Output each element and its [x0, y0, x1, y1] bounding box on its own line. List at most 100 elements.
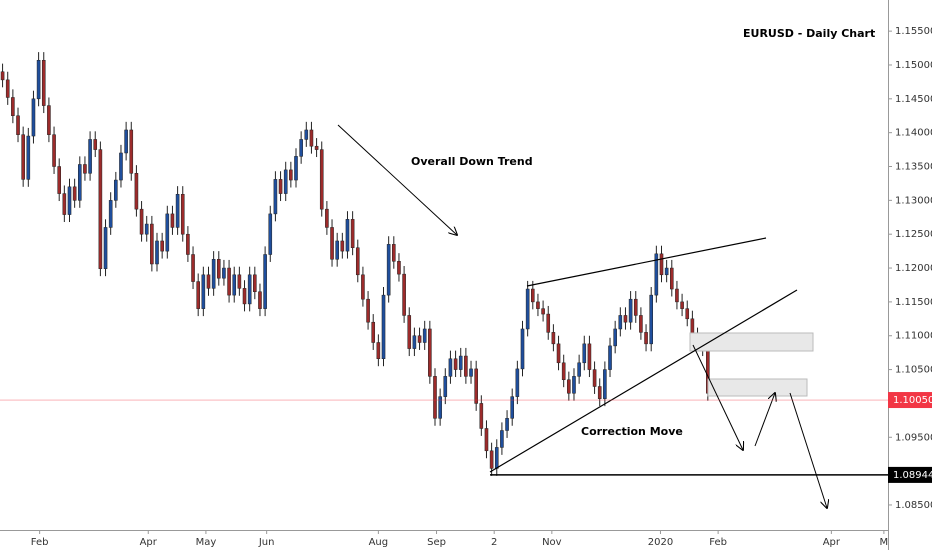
- candle-body: [520, 328, 525, 370]
- candle-body: [144, 223, 149, 235]
- candle-body: [541, 308, 545, 315]
- candle-body: [175, 194, 180, 228]
- x-tick-label: Feb: [709, 537, 727, 548]
- candle-body: [77, 164, 82, 201]
- candle-body: [664, 267, 669, 276]
- y-tick-label: 1.15500: [895, 26, 932, 37]
- candle-body: [283, 169, 288, 194]
- candle-body: [659, 253, 664, 276]
- candle-body: [201, 274, 206, 309]
- candle-body: [227, 267, 231, 296]
- candle-body: [72, 186, 77, 201]
- candle-body: [57, 166, 61, 194]
- y-tick-label: 1.11500: [895, 297, 932, 308]
- candle-body: [582, 343, 587, 364]
- candle-body: [350, 219, 355, 248]
- candle-body: [41, 59, 46, 106]
- candle-body: [253, 274, 257, 292]
- price-badge: [888, 466, 932, 483]
- candle-body: [237, 274, 242, 289]
- price-badge-label: 1.10050: [893, 395, 932, 406]
- zone: [707, 378, 808, 397]
- candle-body: [196, 281, 200, 309]
- annotation: Correction Move: [581, 425, 683, 438]
- candle-body: [633, 298, 638, 316]
- y-tick-label: 1.13000: [895, 195, 932, 206]
- candle-body: [407, 315, 412, 349]
- candle-body: [150, 223, 154, 265]
- candle-body: [458, 355, 463, 370]
- x-tick-label: Feb: [31, 537, 49, 548]
- candle-body: [340, 240, 345, 252]
- candle-body: [165, 213, 170, 252]
- candle-body: [314, 145, 319, 150]
- candle-body: [247, 274, 252, 305]
- candle-body: [376, 342, 381, 359]
- candle-body: [289, 169, 293, 181]
- candle-body: [299, 139, 303, 157]
- y-tick-label: 1.12000: [895, 263, 932, 274]
- candle-body: [392, 244, 396, 262]
- candle-body: [669, 267, 674, 290]
- y-tick-label: 1.12500: [895, 229, 932, 240]
- x-tick-label: 2020: [648, 537, 673, 548]
- candle-body: [191, 254, 195, 282]
- candle-body: [685, 308, 690, 320]
- zone: [689, 332, 814, 352]
- candle-body: [680, 301, 684, 309]
- candle-body: [114, 179, 118, 201]
- arrow: [789, 392, 827, 508]
- arrow: [754, 393, 775, 447]
- candle-body: [654, 253, 659, 296]
- candle-body: [505, 418, 509, 431]
- candle-body: [355, 247, 360, 276]
- candle-body: [294, 156, 298, 181]
- plot: [0, 52, 710, 476]
- candle-body: [551, 332, 556, 345]
- candle-body: [469, 368, 473, 377]
- y-tick-label: 1.14500: [895, 94, 932, 105]
- candle-body: [603, 369, 607, 399]
- arrow: [337, 124, 457, 235]
- price-badge-label: 1.08944: [893, 470, 932, 481]
- candle-body: [232, 274, 237, 296]
- price-badge: [888, 392, 932, 409]
- candle-body: [124, 129, 128, 154]
- candle-body: [88, 139, 92, 174]
- candle-body: [561, 362, 566, 380]
- candle-body: [330, 227, 334, 260]
- candle-body: [309, 129, 314, 147]
- candle-body: [16, 115, 20, 135]
- candle-body: [597, 386, 602, 399]
- candle-body: [83, 164, 87, 174]
- x-tick-label: 2: [491, 537, 497, 548]
- candle-body: [345, 219, 350, 252]
- y-tick-label: 1.14000: [895, 128, 932, 139]
- candle-body: [325, 208, 329, 228]
- x-tick-label: Apr: [140, 537, 158, 548]
- candle-body: [489, 450, 494, 469]
- candle-body: [494, 447, 499, 469]
- candle-body: [623, 315, 628, 323]
- candle-body: [531, 288, 535, 303]
- candle-body: [319, 149, 324, 210]
- trendline: [526, 237, 767, 287]
- candle-body: [639, 315, 643, 333]
- x-tick-label: Sep: [427, 537, 446, 548]
- candle-body: [242, 288, 247, 305]
- candle-body: [397, 261, 401, 275]
- candle-body: [52, 134, 56, 167]
- x-tick-label: Jun: [258, 537, 275, 548]
- candle-body: [335, 240, 339, 260]
- candle-body: [386, 244, 391, 296]
- x-tick-label: Aug: [369, 537, 389, 548]
- candle-body: [453, 358, 458, 370]
- x-tick-label: M: [880, 537, 889, 548]
- candle-body: [263, 254, 267, 309]
- candle-body: [371, 321, 376, 343]
- candle-body: [433, 376, 437, 419]
- candle-body: [381, 294, 386, 359]
- candle-body: [546, 313, 551, 333]
